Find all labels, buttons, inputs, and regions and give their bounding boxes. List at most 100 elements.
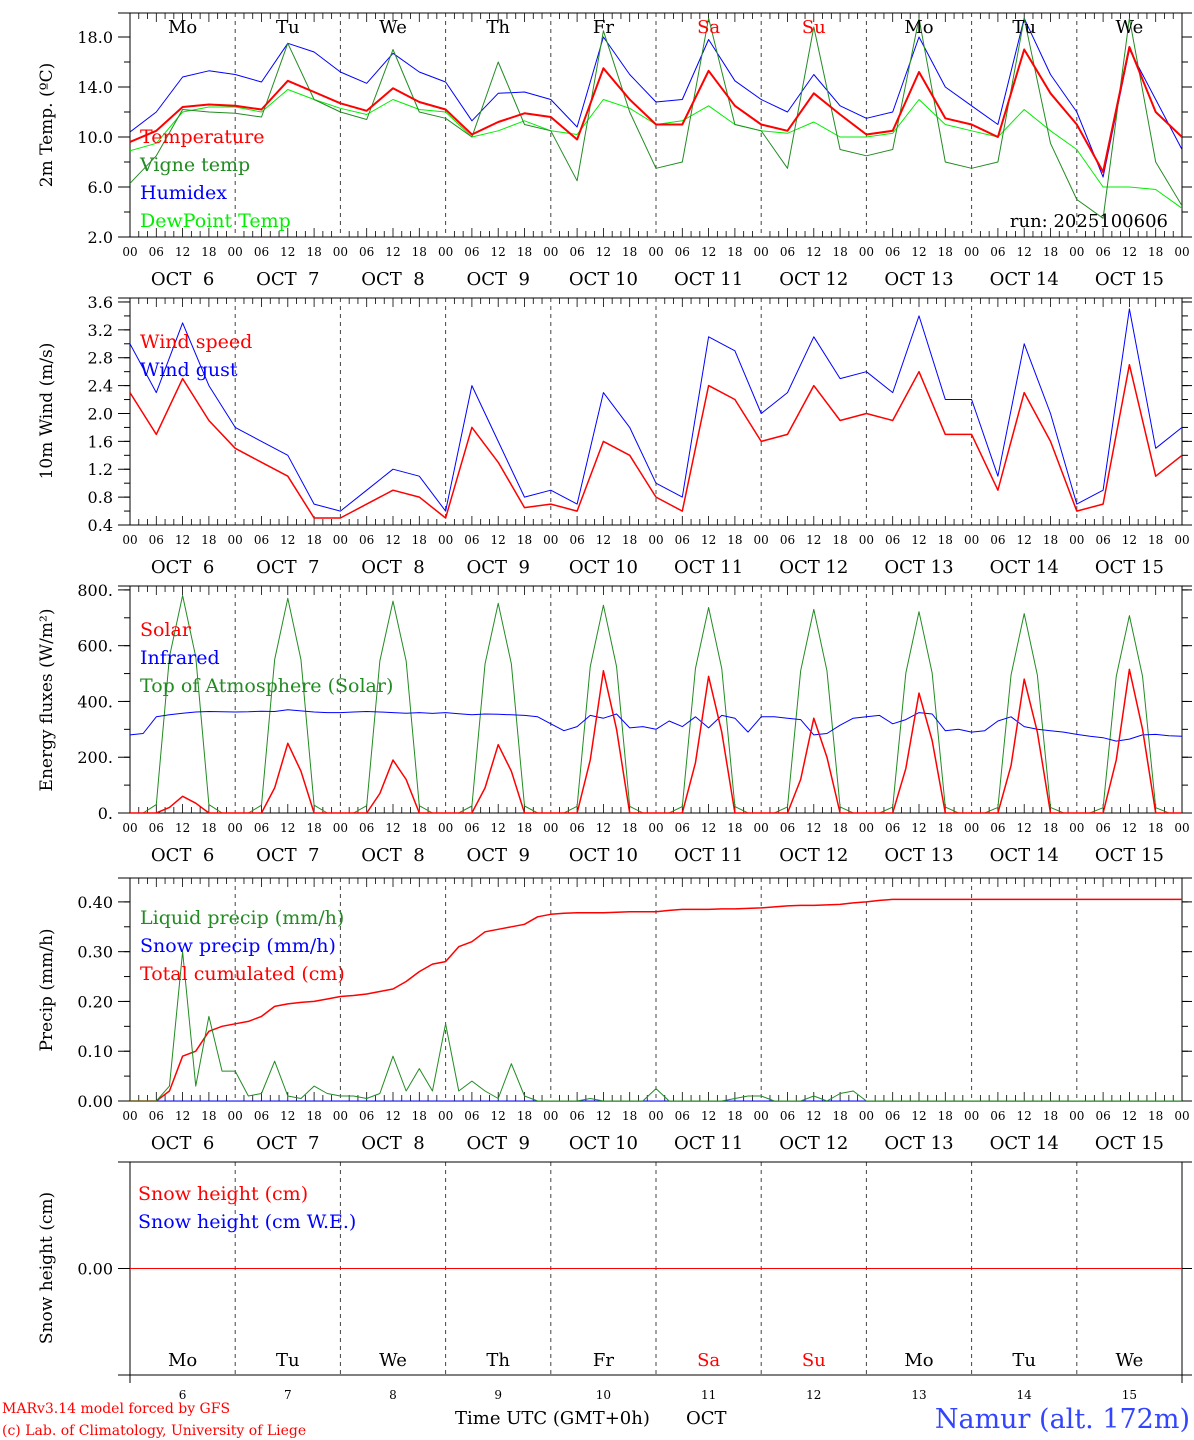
x-tick-label: 12 (280, 1109, 295, 1123)
day-number-label: 9 (494, 1388, 502, 1402)
legend-entry: Infrared (140, 647, 220, 669)
x-tick-label: 12 (280, 245, 295, 259)
x-tick-label: 06 (359, 533, 374, 547)
x-tick-label: 00 (648, 821, 663, 835)
x-tick-label: 00 (438, 245, 453, 259)
x-tick-label: 12 (596, 533, 611, 547)
y-tick-label: 2.0 (88, 404, 113, 423)
y-tick-label: 0.20 (77, 992, 113, 1011)
x-tick-label: 12 (385, 245, 400, 259)
x-tick-label: 18 (938, 533, 953, 547)
x-tick-label: 12 (175, 245, 190, 259)
x-date-label: OCT 13 (884, 557, 953, 578)
x-tick-label: 00 (964, 821, 979, 835)
y-tick-label: 2.0 (88, 228, 113, 247)
day-name-label: Sa (697, 17, 720, 38)
time-axis-label: Time UTC (GMT+0h) (455, 1408, 650, 1429)
y-tick-label: 2.8 (88, 349, 113, 368)
x-date-label: OCT 7 (256, 1133, 319, 1154)
x-date-label: OCT 10 (569, 845, 638, 866)
x-tick-label: 00 (754, 1109, 769, 1123)
x-tick-label: 06 (990, 821, 1005, 835)
y-axis-label: Precip (mm/h) (37, 928, 57, 1051)
y-tick-label: 0.00 (77, 1092, 113, 1111)
x-tick-label: 06 (675, 533, 690, 547)
x-tick-label: 00 (648, 533, 663, 547)
day-name-label: Tu (276, 1350, 300, 1371)
series-line-solar (130, 668, 1182, 813)
y-tick-label: 3.2 (88, 321, 113, 340)
day-name-label: We (379, 1350, 407, 1371)
x-tick-label: 12 (1122, 821, 1137, 835)
day-name-label: Su (802, 17, 826, 38)
x-date-label: OCT 14 (990, 845, 1059, 866)
x-tick-label: 00 (754, 821, 769, 835)
x-tick-label: 06 (569, 1109, 584, 1123)
x-date-label: OCT 12 (779, 269, 848, 290)
y-axis-label: 10m Wind (m/s) (37, 343, 57, 480)
x-tick-label: 18 (832, 1109, 847, 1123)
x-date-label: OCT 6 (151, 269, 214, 290)
x-date-label: OCT 6 (151, 557, 214, 578)
x-tick-label: 06 (359, 821, 374, 835)
x-tick-label: 06 (780, 821, 795, 835)
x-tick-label: 06 (149, 821, 164, 835)
x-tick-label: 18 (727, 1109, 742, 1123)
x-tick-label: 00 (859, 245, 874, 259)
x-tick-label: 06 (149, 1109, 164, 1123)
x-date-label: OCT 6 (151, 1133, 214, 1154)
day-name-label: Sa (697, 1350, 720, 1371)
x-tick-label: 12 (491, 1109, 506, 1123)
x-tick-label: 06 (990, 245, 1005, 259)
series-line-wind-speed (130, 363, 1182, 519)
x-tick-label: 12 (911, 821, 926, 835)
y-tick-label: 0.8 (88, 488, 113, 507)
x-tick-label: 18 (517, 1109, 532, 1123)
y-tick-label: 6.0 (88, 178, 113, 197)
day-name-label: Tu (276, 17, 300, 38)
x-tick-label: 18 (727, 821, 742, 835)
x-tick-label: 12 (911, 533, 926, 547)
day-name-label: Tu (1012, 17, 1036, 38)
x-tick-label: 06 (1095, 821, 1110, 835)
x-date-label: OCT 8 (361, 1133, 424, 1154)
x-tick-label: 18 (727, 245, 742, 259)
x-tick-label: 00 (754, 245, 769, 259)
x-tick-label: 00 (333, 821, 348, 835)
lab-credit: (c) Lab. of Climatology, University of L… (2, 1423, 306, 1439)
x-tick-label: 06 (149, 245, 164, 259)
x-tick-label: 00 (228, 245, 243, 259)
y-tick-label: 10.0 (77, 128, 113, 147)
day-number-label: 11 (701, 1388, 716, 1402)
day-name-label: Mo (904, 17, 933, 38)
day-name-label: Mo (904, 1350, 933, 1371)
x-date-label: OCT 13 (884, 1133, 953, 1154)
x-tick-label: 18 (517, 245, 532, 259)
x-date-label: OCT 15 (1095, 269, 1164, 290)
x-tick-label: 12 (385, 1109, 400, 1123)
x-tick-label: 18 (1043, 245, 1058, 259)
x-tick-label: 00 (964, 245, 979, 259)
x-date-label: OCT 14 (990, 269, 1059, 290)
x-date-label: OCT 12 (779, 845, 848, 866)
x-tick-label: 18 (1148, 821, 1163, 835)
x-tick-label: 06 (885, 533, 900, 547)
x-tick-label: 12 (491, 533, 506, 547)
x-tick-label: 18 (1148, 533, 1163, 547)
x-tick-label: 12 (1017, 821, 1032, 835)
legend-entry: Snow height (cm) (138, 1183, 308, 1205)
x-tick-label: 18 (1043, 821, 1058, 835)
y-tick-label: 1.2 (88, 460, 113, 479)
x-tick-label: 06 (464, 821, 479, 835)
y-tick-label: 0. (98, 804, 113, 823)
x-tick-label: 06 (675, 1109, 690, 1123)
x-tick-label: 12 (175, 821, 190, 835)
x-tick-label: 00 (1174, 821, 1189, 835)
x-tick-label: 12 (911, 1109, 926, 1123)
x-tick-label: 06 (359, 245, 374, 259)
day-number-label: 15 (1122, 1388, 1137, 1402)
x-date-label: OCT 9 (466, 1133, 529, 1154)
x-tick-label: 18 (201, 821, 216, 835)
run-label: run: 2025100606 (1010, 211, 1168, 232)
x-tick-label: 12 (385, 533, 400, 547)
